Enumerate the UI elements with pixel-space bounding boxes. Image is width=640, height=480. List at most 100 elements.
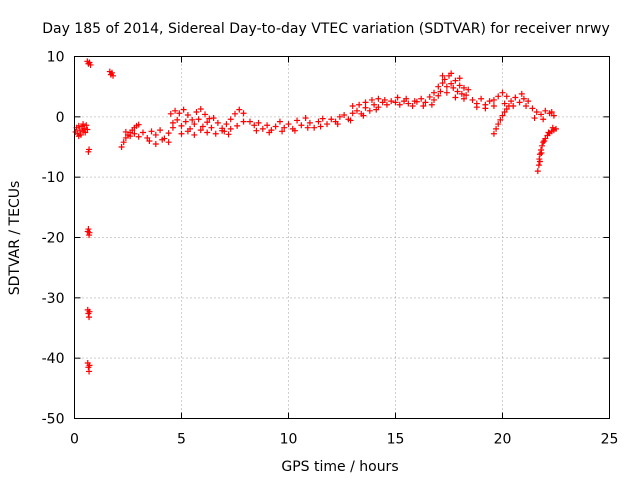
data-point	[212, 130, 219, 137]
data-point	[534, 168, 541, 175]
data-point	[302, 115, 309, 122]
x-axis-title: GPS time / hours	[281, 459, 398, 475]
data-point	[535, 162, 542, 169]
data-point	[495, 93, 502, 100]
data-point	[118, 144, 125, 150]
data-point	[435, 83, 442, 90]
data-point	[131, 130, 138, 137]
data-point	[503, 93, 510, 100]
data-point	[349, 102, 356, 109]
data-point	[86, 229, 93, 236]
data-point	[191, 121, 198, 128]
data-point	[204, 129, 211, 136]
data-point	[499, 89, 506, 96]
data-point	[550, 112, 557, 119]
data-point	[411, 98, 418, 105]
data-point	[285, 121, 292, 128]
data-point	[460, 95, 467, 102]
x-tick-label: 10	[280, 432, 298, 448]
data-point	[533, 109, 540, 116]
data-point	[405, 100, 412, 107]
data-point	[450, 84, 457, 91]
data-point	[317, 123, 324, 130]
data-point	[253, 127, 260, 134]
data-point	[531, 115, 538, 122]
data-point	[81, 125, 88, 132]
data-point	[159, 136, 166, 143]
data-point	[319, 115, 326, 122]
data-point	[165, 139, 172, 146]
data-point	[454, 88, 461, 95]
data-point	[191, 131, 198, 138]
data-point	[86, 362, 93, 369]
data-point	[503, 105, 510, 112]
data-point	[463, 92, 470, 99]
data-point	[403, 95, 410, 102]
data-point	[204, 119, 211, 126]
data-point	[135, 121, 142, 128]
data-point	[525, 98, 532, 105]
data-point	[435, 92, 442, 99]
data-point	[178, 122, 185, 129]
data-point	[75, 122, 82, 129]
data-point	[86, 314, 93, 321]
data-point	[328, 116, 335, 123]
data-point	[347, 117, 354, 124]
y-tick-label: 0	[56, 110, 65, 126]
data-point	[473, 104, 480, 111]
data-point	[174, 116, 181, 123]
data-point	[208, 124, 215, 131]
data-point	[388, 98, 395, 105]
data-point	[334, 121, 341, 128]
data-point	[548, 109, 555, 116]
data-point	[482, 105, 489, 112]
y-tick-label: -40	[42, 351, 65, 367]
data-point	[353, 107, 360, 114]
data-point	[184, 128, 191, 135]
data-point	[439, 80, 446, 87]
data-point	[87, 61, 94, 68]
data-point	[127, 133, 134, 140]
data-point	[542, 107, 549, 114]
data-point	[443, 89, 450, 96]
data-point	[144, 134, 151, 141]
data-point	[443, 83, 450, 90]
data-point	[189, 116, 196, 123]
data-point	[236, 106, 243, 113]
data-point	[298, 122, 305, 129]
data-point	[549, 124, 556, 131]
x-tick-label: 25	[601, 432, 619, 448]
data-point	[456, 75, 463, 82]
data-point	[122, 134, 129, 141]
y-tick-label: -20	[42, 231, 65, 247]
data-point	[176, 110, 183, 117]
data-point	[371, 101, 378, 108]
data-point	[148, 128, 155, 135]
y-tick-label: -50	[42, 412, 65, 428]
data-point	[225, 131, 232, 138]
data-point	[392, 99, 399, 106]
data-points	[72, 58, 559, 375]
data-point	[294, 117, 301, 124]
data-point	[86, 368, 93, 375]
data-point	[553, 125, 559, 132]
data-point	[264, 122, 271, 129]
data-point	[85, 226, 92, 233]
data-point	[418, 95, 425, 102]
data-point	[469, 96, 476, 103]
data-point	[240, 110, 247, 117]
data-point	[251, 122, 258, 129]
data-point	[456, 82, 463, 89]
data-point	[541, 137, 548, 144]
y-tick-label: -30	[42, 291, 65, 307]
data-point	[304, 124, 311, 131]
data-point	[520, 95, 527, 102]
data-point	[448, 80, 455, 87]
data-point	[478, 95, 485, 102]
data-point	[523, 102, 530, 109]
data-point	[199, 123, 206, 130]
data-point	[76, 127, 83, 134]
data-point	[529, 105, 536, 112]
data-point	[448, 70, 455, 77]
